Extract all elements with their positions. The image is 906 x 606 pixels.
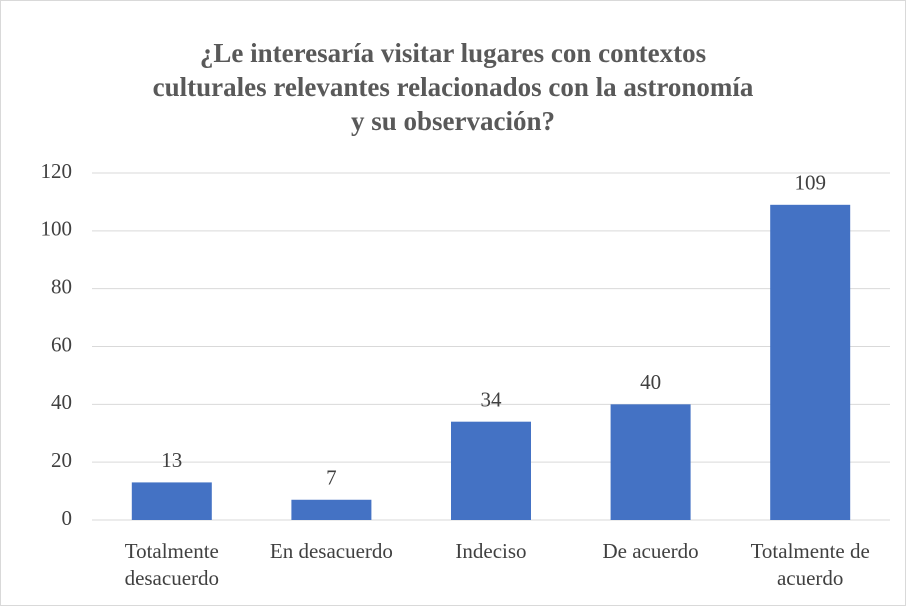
y-tick-label: 100	[41, 217, 73, 241]
x-tick-label: De acuerdo	[602, 539, 699, 563]
data-label: 109	[794, 171, 826, 195]
x-tick-label: Totalmente desacuerdo	[124, 539, 220, 590]
data-label: 40	[640, 370, 661, 394]
y-tick-label: 60	[51, 332, 72, 356]
data-label: 7	[326, 466, 337, 490]
y-tick-label: 20	[51, 448, 72, 472]
bar	[451, 421, 531, 520]
y-tick-label: 40	[51, 390, 72, 414]
bar	[291, 499, 372, 520]
y-tick-label: 120	[41, 159, 73, 183]
chart-title: ¿Le interesaría visitar lugares con cont…	[152, 38, 754, 136]
bar	[131, 482, 212, 520]
y-tick-label: 80	[51, 274, 72, 298]
data-label: 34	[481, 387, 503, 411]
x-tick-label: En desacuerdo	[269, 539, 393, 563]
bar	[610, 404, 691, 520]
x-tick-label: Indeciso	[455, 539, 527, 563]
data-label: 13	[161, 448, 182, 472]
y-tick-label: 0	[62, 506, 73, 530]
bar	[770, 204, 851, 520]
x-tick-label: Totalmente de acuerdo	[750, 539, 870, 590]
